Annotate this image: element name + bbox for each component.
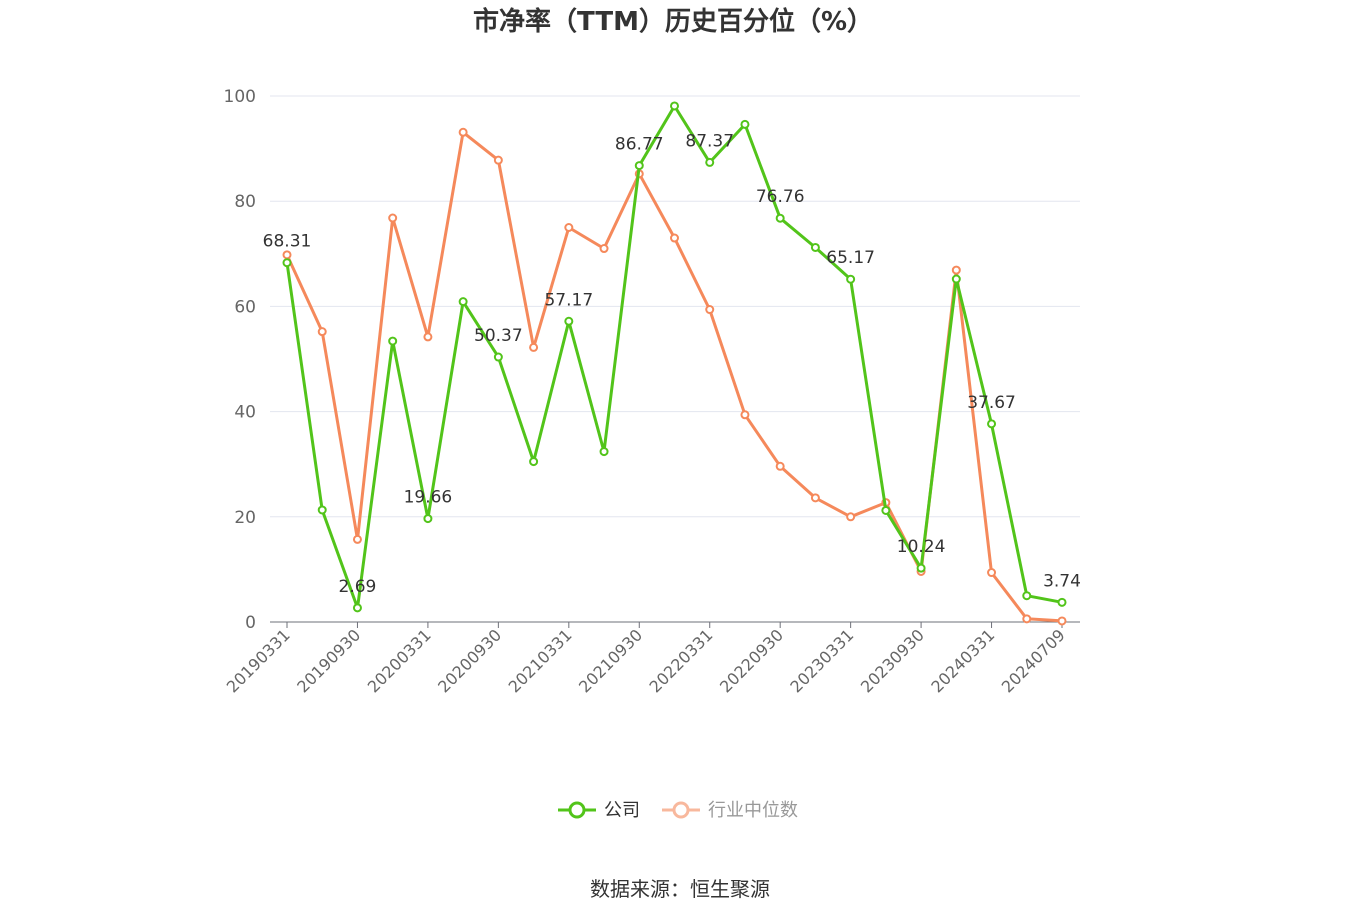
data-label-14: 76.76 — [756, 187, 805, 207]
chart-title: 市净率（TTM）历史百分位（%） — [473, 6, 873, 37]
point-0-2[interactable] — [352, 603, 362, 613]
data-label-6: 50.37 — [474, 326, 523, 346]
point-0-0[interactable] — [282, 258, 292, 268]
x-tick-label-20190930: 20190930 — [293, 625, 364, 696]
point-1-21[interactable] — [1022, 614, 1032, 624]
y-tick-label-20: 20 — [234, 508, 256, 528]
x-tick-label-20240709: 20240709 — [998, 625, 1069, 696]
point-1-9[interactable] — [599, 244, 609, 254]
series-layer — [282, 101, 1067, 626]
x-tick-label-20200331: 20200331 — [364, 625, 435, 696]
point-1-5[interactable] — [458, 127, 468, 137]
point-0-16[interactable] — [846, 274, 856, 284]
x-tick-label-20190331: 20190331 — [223, 625, 294, 696]
point-1-14[interactable] — [775, 461, 785, 471]
data-label-16: 65.17 — [826, 248, 875, 268]
y-tick-label-60: 60 — [234, 297, 256, 317]
x-tick-label-20230331: 20230331 — [786, 625, 857, 696]
y-tick-label-80: 80 — [234, 192, 256, 212]
point-0-11[interactable] — [670, 101, 679, 111]
point-0-9[interactable] — [599, 447, 609, 457]
point-0-15[interactable] — [810, 242, 820, 252]
legend-marker-0 — [568, 801, 586, 819]
point-0-3[interactable] — [388, 336, 398, 346]
point-1-12[interactable] — [705, 305, 715, 315]
point-1-8[interactable] — [564, 223, 574, 232]
x-tick-label-20200930: 20200930 — [434, 625, 505, 696]
point-0-21[interactable] — [1022, 591, 1032, 601]
point-0-19[interactable] — [951, 274, 961, 284]
point-0-14[interactable] — [775, 213, 785, 223]
x-tick-label-20220930: 20220930 — [716, 625, 787, 696]
data-label-22: 3.74 — [1043, 571, 1081, 591]
legend: 公司 行业中位数 — [558, 800, 798, 821]
point-1-16[interactable] — [846, 512, 856, 522]
point-1-6[interactable] — [493, 155, 503, 165]
point-0-4[interactable] — [423, 514, 433, 524]
data-labels: 68.31 2.69 19.66 50.37 57.17 86.77 87.37 76.76 6… — [263, 131, 1081, 596]
y-tick-label-40: 40 — [234, 403, 256, 423]
point-1-1[interactable] — [317, 327, 327, 337]
axes: 0 20 40 60 80 100 20190331 20190930 20200331 2020… — [223, 87, 1080, 696]
grid — [270, 95, 1080, 518]
point-0-5[interactable] — [458, 297, 468, 307]
point-1-15[interactable] — [810, 493, 820, 503]
point-0-6[interactable] — [493, 352, 503, 362]
point-0-20[interactable] — [987, 419, 997, 429]
point-1-0[interactable] — [282, 250, 292, 260]
point-1-20[interactable] — [987, 568, 997, 578]
point-0-17[interactable] — [881, 505, 891, 515]
legend-marker-1 — [672, 801, 690, 819]
point-0-22[interactable] — [1057, 597, 1067, 607]
point-0-12[interactable] — [705, 157, 715, 167]
data-label-18: 10.24 — [897, 537, 946, 557]
source-note: 数据来源：恒生聚源 — [590, 877, 770, 901]
data-label-12: 87.37 — [685, 131, 734, 151]
point-1-4[interactable] — [423, 332, 433, 342]
point-0-7[interactable] — [529, 457, 539, 467]
point-1-11[interactable] — [670, 233, 679, 243]
series-0 — [282, 101, 1067, 613]
y-tick-label-100: 100 — [224, 87, 256, 107]
legend-label-0: 公司 — [604, 800, 640, 821]
point-1-19[interactable] — [951, 265, 961, 275]
series-line-0 — [285, 104, 1063, 610]
x-tick-label-20210331: 20210331 — [505, 625, 576, 696]
legend-label-1: 行业中位数 — [708, 800, 798, 821]
data-label-20: 37.67 — [967, 393, 1016, 413]
point-1-13[interactable] — [740, 410, 750, 420]
data-label-2: 2.69 — [339, 577, 377, 597]
data-label-10: 86.77 — [615, 135, 664, 155]
point-0-18[interactable] — [916, 563, 926, 573]
x-tick-label-20220331: 20220331 — [646, 625, 717, 696]
legend-item-1[interactable]: 行业中位数 — [662, 800, 798, 821]
data-label-8: 57.17 — [544, 290, 593, 310]
point-1-3[interactable] — [388, 213, 398, 223]
point-1-7[interactable] — [529, 342, 539, 352]
legend-item-0[interactable]: 公司 — [558, 800, 640, 821]
point-1-22[interactable] — [1057, 616, 1067, 626]
data-label-4: 19.66 — [404, 488, 453, 508]
x-tick-label-20240331: 20240331 — [927, 625, 998, 696]
x-tick-label-20230930: 20230930 — [857, 625, 928, 696]
y-tick-label-0: 0 — [245, 613, 256, 633]
point-1-2[interactable] — [352, 534, 362, 544]
point-0-1[interactable] — [317, 505, 327, 515]
x-tick-label-20210930: 20210930 — [575, 625, 646, 696]
point-0-13[interactable] — [740, 119, 750, 129]
point-0-8[interactable] — [564, 316, 574, 326]
data-label-0: 68.31 — [263, 232, 312, 252]
point-0-10[interactable] — [634, 161, 644, 171]
